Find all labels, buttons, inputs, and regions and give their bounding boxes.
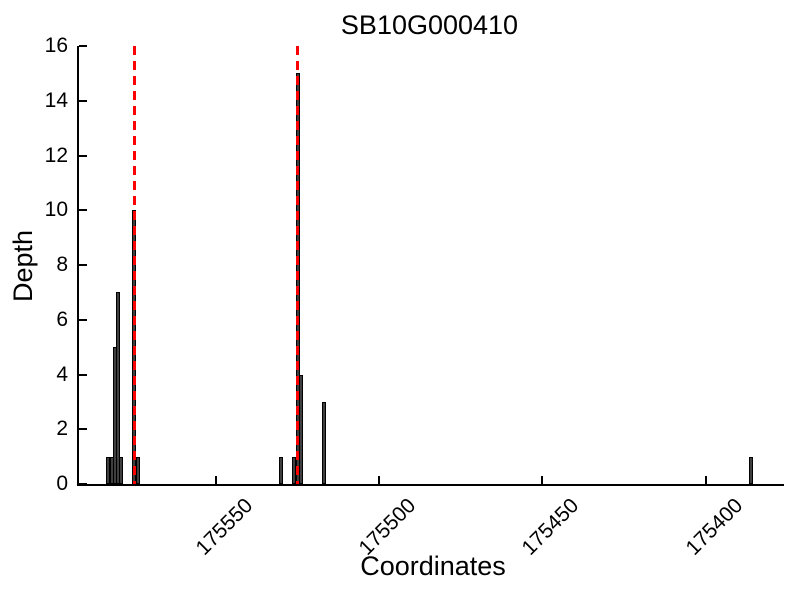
plot-area (77, 45, 784, 486)
x-tick (541, 476, 544, 484)
bar (279, 456, 284, 484)
y-tick (79, 318, 87, 321)
y-tick (79, 428, 87, 431)
bar (119, 456, 124, 484)
y-tick (79, 209, 87, 212)
marker-line (296, 46, 300, 484)
bar (321, 401, 326, 484)
y-tick (79, 264, 87, 266)
y-tick-label: 0 (56, 472, 68, 495)
y-tick-label: 6 (56, 307, 68, 331)
y-tick (79, 45, 87, 47)
y-tick-label: 2 (56, 417, 68, 441)
y-tick-label: 12 (44, 143, 68, 167)
y-tick-label: 4 (56, 362, 68, 386)
y-tick (79, 99, 87, 102)
y-tick (79, 373, 87, 376)
bar (298, 374, 303, 484)
bar (116, 292, 121, 484)
y-tick-label: 8 (56, 253, 68, 276)
marker-line (132, 46, 136, 484)
y-tick-label: 16 (44, 34, 68, 57)
chart-title: SB10G000410 (340, 10, 519, 40)
y-tick-label: 14 (44, 88, 68, 112)
x-axis-label: Coordinates (360, 551, 506, 581)
y-tick-label: 10 (44, 198, 68, 222)
y-tick (79, 483, 87, 485)
bar (749, 456, 754, 484)
bar (135, 456, 140, 484)
x-tick (704, 476, 707, 484)
x-tick (378, 476, 381, 484)
x-tick (215, 476, 218, 484)
y-tick (79, 154, 87, 157)
